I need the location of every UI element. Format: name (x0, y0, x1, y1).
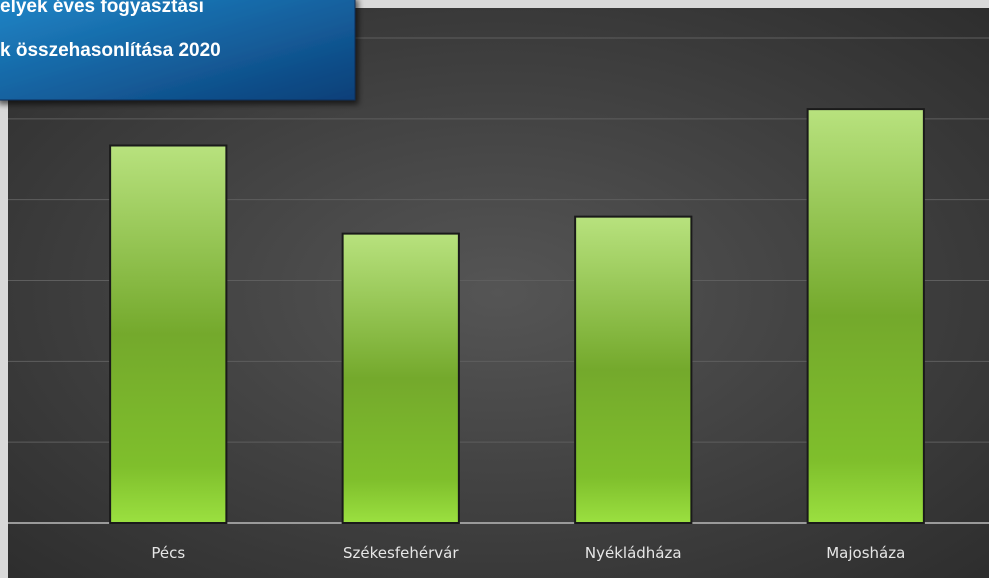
bar (574, 215, 693, 524)
x-tick-label: Majosháza (826, 544, 905, 562)
chart-title: elyek éves fogyasztási (0, 0, 204, 17)
bar (109, 144, 228, 524)
bar (341, 232, 460, 524)
x-tick-label: Nyékládháza (585, 544, 682, 562)
bar (806, 108, 925, 524)
x-tick-label: Székesfehérvár (343, 544, 459, 562)
title-box (0, 0, 356, 101)
x-tick-label: Pécs (151, 544, 185, 562)
chart-title: k összehasonlítása 2020 (0, 40, 221, 61)
